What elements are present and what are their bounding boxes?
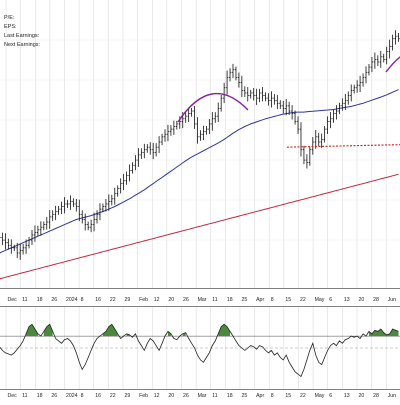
oscillator-grid — [0, 307, 400, 389]
x-tick-label: 15 — [285, 297, 291, 303]
x-tick-label: 11 — [22, 297, 27, 303]
x-tick-label: Jun — [388, 393, 396, 399]
x-tick-label: 28 — [373, 393, 379, 399]
oscillator — [0, 323, 399, 378]
x-tick-label: 8 — [81, 297, 84, 303]
x-tick-label: 2024 — [66, 297, 78, 303]
x-tick-label: 20 — [358, 297, 364, 303]
x-tick-label: Apr — [256, 393, 264, 399]
x-tick-label: 20 — [168, 297, 174, 303]
x-tick-label: Feb — [139, 393, 148, 399]
x-tick-label: 22 — [300, 393, 306, 399]
x-tick-label: 20 — [168, 393, 174, 399]
osc-overbought-fill — [182, 332, 186, 337]
x-tick-label: 11 — [212, 297, 217, 303]
x-tick-label: Dec — [8, 297, 18, 303]
x-tick-label: 26 — [183, 393, 189, 399]
x-tick-label: 16 — [95, 297, 101, 303]
x-tick-label: Feb — [139, 297, 148, 303]
top-arc-1 — [177, 92, 249, 123]
x-tick-label: 22 — [110, 393, 116, 399]
x-tick-label: 28 — [373, 297, 379, 303]
support-line — [286, 144, 400, 148]
osc-overbought-fill — [43, 324, 53, 337]
x-tick-label: 8 — [81, 393, 84, 399]
x-tick-label: 18 — [37, 393, 43, 399]
price-x-axis: Dec 11 18 26 2024 8 16 22 29 Feb 12 20 26 Mar 11 18 25 Ap… — [8, 297, 397, 303]
x-tick-label: Mar — [198, 297, 207, 303]
x-tick-label: 12 — [154, 297, 160, 303]
oscillator-x-axis: Dec 11 18 26 2024 8 16 22 29 Feb 12 20 26 Mar 11 18 25 Ap… — [8, 393, 397, 399]
next-earnings-label: Next Earnings: — [4, 42, 41, 48]
x-tick-label: 8 — [271, 393, 274, 399]
price-bars — [0, 30, 400, 260]
x-tick-label: 26 — [183, 297, 189, 303]
x-tick-label: 11 — [212, 393, 217, 399]
x-tick-label: 12 — [154, 393, 160, 399]
x-tick-label: 13 — [344, 297, 350, 303]
x-tick-label: Mar — [198, 393, 207, 399]
x-tick-label: Jun — [388, 297, 396, 303]
last-earnings-label: Last Earnings: — [4, 33, 40, 39]
x-tick-label: Dec — [8, 393, 18, 399]
x-tick-label: 29 — [124, 393, 130, 399]
x-tick-label: 15 — [285, 393, 291, 399]
annotations — [177, 56, 400, 148]
pe-label: P/E: — [4, 15, 15, 21]
x-tick-label: 22 — [300, 297, 306, 303]
ma-long-line — [0, 173, 399, 280]
x-tick-label: 13 — [344, 393, 350, 399]
x-tick-label: 18 — [227, 393, 233, 399]
x-tick-label: 6 — [329, 393, 332, 399]
x-tick-label: 20 — [358, 393, 364, 399]
x-tick-label: 18 — [37, 297, 43, 303]
eps-label: EPS: — [4, 24, 17, 30]
x-tick-label: May — [315, 393, 325, 399]
osc-overbought-fill — [102, 324, 118, 337]
x-tick-label: 18 — [227, 297, 233, 303]
x-tick-label: 16 — [95, 393, 101, 399]
info-panel: P/E: EPS: Last Earnings: Next Earnings: — [4, 14, 40, 50]
x-tick-label: 6 — [329, 297, 332, 303]
x-tick-label: 22 — [110, 297, 116, 303]
osc-line — [0, 323, 399, 378]
osc-overbought-fill — [168, 331, 171, 337]
x-tick-label: 2024 — [66, 393, 78, 399]
osc-overbought-fill — [369, 329, 399, 337]
x-tick-label: Apr — [256, 297, 264, 303]
x-tick-label: 29 — [124, 297, 130, 303]
x-tick-label: 25 — [241, 297, 247, 303]
x-tick-label: 26 — [51, 297, 57, 303]
x-tick-label: 11 — [22, 393, 27, 399]
x-tick-label: 8 — [271, 297, 274, 303]
x-tick-label: 25 — [241, 393, 247, 399]
price-grid — [0, 0, 400, 288]
top-arc-2 — [385, 56, 400, 73]
moving-averages — [0, 89, 399, 280]
x-tick-label: 26 — [51, 393, 57, 399]
x-tick-label: May — [315, 297, 325, 303]
ma-short-line — [0, 89, 399, 254]
